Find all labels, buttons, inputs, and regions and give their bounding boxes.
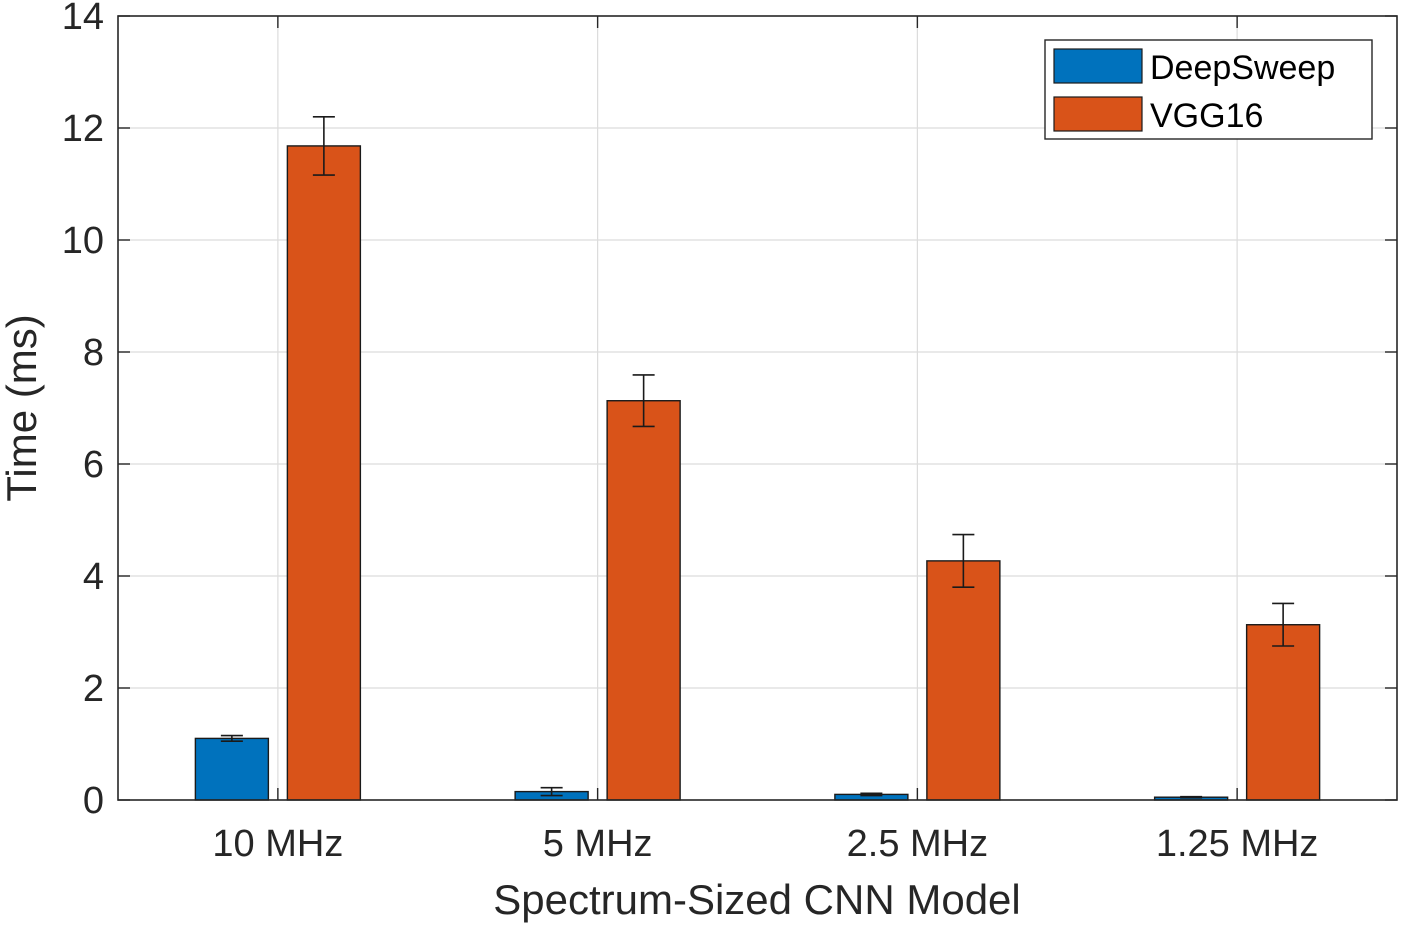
error-bar-vgg16 xyxy=(1272,602,1295,647)
legend-swatch-deepsweep xyxy=(1053,48,1143,84)
y-tick-label: 8 xyxy=(83,332,104,374)
plot-frame xyxy=(117,15,1398,801)
bar-vgg16 xyxy=(286,145,362,801)
error-bars xyxy=(220,116,1295,799)
legend-label-deepsweep: DeepSweep xyxy=(1150,49,1335,87)
error-bar-deepsweep xyxy=(860,792,883,797)
y-axis-title: Time (ms) xyxy=(0,314,45,501)
y-tick-label: 6 xyxy=(83,444,104,486)
x-axis-title: Spectrum-Sized CNN Model xyxy=(493,876,1021,923)
bar-vgg16 xyxy=(926,560,1001,801)
y-tick-label: 4 xyxy=(83,556,104,598)
bars xyxy=(194,145,1321,801)
legend-swatch-vgg16 xyxy=(1053,96,1143,132)
x-tick-label: 2.5 MHz xyxy=(847,823,988,865)
error-bar-deepsweep xyxy=(1180,795,1203,799)
error-bar-deepsweep xyxy=(220,734,243,743)
error-bar-vgg16 xyxy=(632,374,655,428)
error-bar-vgg16 xyxy=(952,533,975,589)
error-bar-deepsweep xyxy=(540,786,563,797)
x-tick-label: 1.25 MHz xyxy=(1156,823,1319,865)
bar-vgg16 xyxy=(606,400,681,801)
bar-deepsweep xyxy=(194,737,270,801)
x-tick-label: 10 MHz xyxy=(212,823,343,865)
y-tick-label: 2 xyxy=(83,668,104,710)
x-tick-labels: 10 MHz 5 MHz 2.5 MHz 1.25 MHz xyxy=(212,823,1318,865)
axis-ticks xyxy=(118,15,1397,801)
legend-label-vgg16: VGG16 xyxy=(1150,97,1263,135)
error-bar-vgg16 xyxy=(312,116,335,176)
y-tick-label: 0 xyxy=(83,780,104,822)
y-tick-label: 14 xyxy=(62,0,104,38)
x-tick-label: 5 MHz xyxy=(543,823,653,865)
y-tick-labels: 0 2 4 6 8 10 12 14 xyxy=(62,0,104,822)
legend: DeepSweep VGG16 xyxy=(1044,39,1373,140)
bar-vgg16 xyxy=(1245,624,1321,801)
y-tick-label: 10 xyxy=(62,220,104,262)
y-tick-label: 12 xyxy=(62,108,104,150)
